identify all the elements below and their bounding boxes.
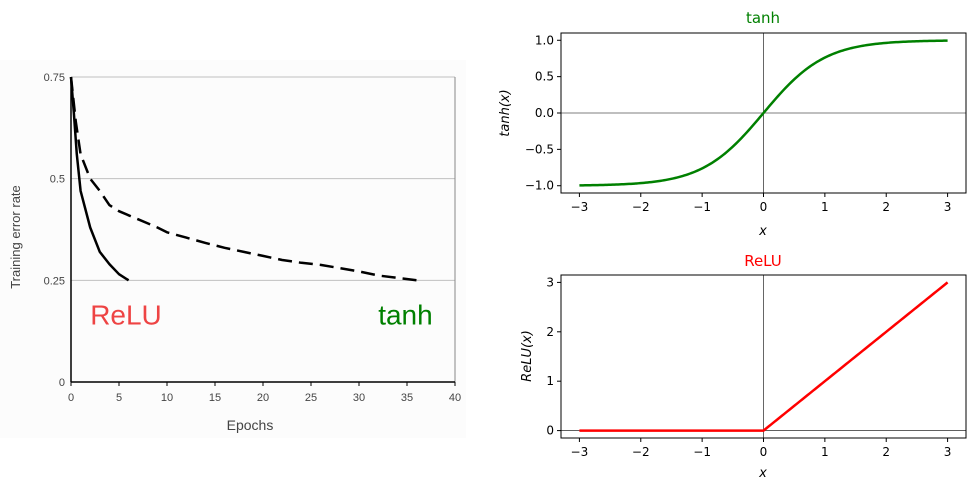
left-x-tick-label: 10 [161, 392, 173, 404]
left-y-tick-label: 0 [59, 377, 65, 389]
tanh-chart: tanh −3 −2 −1 0 1 2 3 −1.0 −0.5 0.0 0.5 1.0 x tanh(… [498, 9, 967, 239]
relu-y-tick-label: 1 [546, 374, 554, 388]
left-x-tick-label: 20 [257, 392, 269, 404]
tanh-y-tick-label: 0.0 [535, 106, 554, 120]
left-panel-background [0, 60, 466, 438]
tanh-x-tick-label: −1 [693, 200, 711, 214]
tanh-training-curve [69, 76, 417, 282]
tanh-y-axis-label: tanh(x) [498, 89, 513, 136]
tanh-x-tick-label: 0 [760, 200, 768, 214]
left-x-tick-label: 5 [116, 392, 122, 404]
relu-y-tick-label: 0 [546, 424, 554, 438]
tanh-chart-title: tanh [746, 9, 780, 27]
left-y-tick-label: 0.5 [50, 174, 65, 186]
left-y-axis-label: Training error rate [8, 185, 23, 289]
relu-y-tick-label: 3 [546, 275, 554, 289]
tanh-x-tick-label: 3 [944, 200, 952, 214]
relu-chart-title: ReLU [744, 252, 782, 270]
relu-x-tick-label: −1 [693, 445, 711, 459]
relu-y-tick-label: 2 [546, 325, 554, 339]
left-x-tick-label: 15 [209, 392, 221, 404]
left-x-tick-label: 25 [305, 392, 317, 404]
tanh-x-axis-label: x [758, 224, 767, 239]
relu-curve [579, 281, 949, 432]
relu-x-tick-label: 3 [944, 445, 952, 459]
relu-x-tick-label: 2 [882, 445, 890, 459]
relu-x-tick-label: 1 [821, 445, 829, 459]
relu-annotation: ReLU [90, 300, 162, 331]
tanh-y-tick-label: 0.5 [535, 70, 554, 84]
tanh-x-tick-label: −2 [632, 200, 650, 214]
relu-y-axis-label: ReLU(x) [520, 330, 535, 382]
relu-x-tick-label: −2 [632, 445, 650, 459]
tanh-curve [579, 39, 948, 187]
tanh-x-tick-label: 2 [882, 200, 890, 214]
tanh-x-tick-label: −3 [571, 200, 589, 214]
training-error-chart: 0 0.25 0.5 0.75 0 5 10 15 20 25 30 35 40 Training er… [0, 60, 466, 438]
tanh-y-tick-label: −0.5 [525, 142, 554, 156]
tanh-x-tick-label: 1 [821, 200, 829, 214]
left-x-tick-label: 0 [68, 392, 74, 404]
left-y-tick-label: 0.25 [44, 275, 65, 287]
relu-x-axis-label: x [758, 466, 767, 481]
left-x-tick-label: 40 [449, 392, 461, 404]
left-x-axis-label: Epochs [227, 417, 274, 433]
relu-chart: ReLU −3 −2 −1 0 1 2 3 0 1 2 3 x ReLU(x) [520, 252, 967, 481]
relu-x-tick-label: 0 [760, 445, 768, 459]
relu-training-curve [69, 76, 130, 282]
tanh-y-tick-label: −1.0 [525, 179, 554, 193]
left-y-tick-label: 0.75 [44, 72, 65, 84]
tanh-y-tick-label: 1.0 [535, 33, 554, 47]
left-x-tick-label: 30 [353, 392, 365, 404]
tanh-annotation: tanh [378, 300, 433, 331]
left-x-tick-label: 35 [401, 392, 413, 404]
relu-x-tick-label: −3 [571, 445, 589, 459]
